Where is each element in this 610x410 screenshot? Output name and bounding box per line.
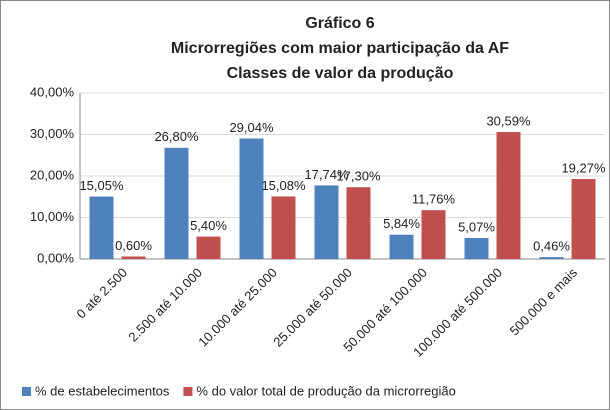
y-tick-label: 10,00% bbox=[30, 209, 75, 224]
value-label: 15,08% bbox=[261, 178, 306, 193]
bar bbox=[496, 132, 521, 259]
value-label: 0,46% bbox=[533, 239, 570, 254]
bar bbox=[271, 196, 296, 259]
bar bbox=[239, 138, 264, 259]
bar bbox=[164, 147, 189, 259]
value-label: 17,74% bbox=[304, 167, 349, 182]
value-label: 26,80% bbox=[154, 129, 199, 144]
bar bbox=[346, 187, 371, 259]
legend-swatch bbox=[183, 387, 193, 396]
value-label: 29,04% bbox=[229, 120, 274, 135]
value-label: 17,30% bbox=[336, 169, 381, 184]
value-label: 11,76% bbox=[412, 192, 456, 207]
y-tick-label: 20,00% bbox=[30, 167, 75, 182]
bar bbox=[89, 196, 114, 259]
legend-swatch bbox=[22, 387, 31, 396]
legend-label: % do valor total de produção da microrre… bbox=[196, 383, 455, 398]
value-label: 0,60% bbox=[115, 238, 152, 253]
y-tick-label: 40,00% bbox=[30, 84, 75, 99]
value-label: 5,40% bbox=[190, 218, 227, 233]
value-label: 19,27% bbox=[561, 160, 606, 175]
y-tick-label: 0,00% bbox=[37, 250, 74, 265]
value-label: 5,07% bbox=[458, 219, 495, 234]
bar bbox=[464, 237, 489, 259]
y-tick-label: 30,00% bbox=[30, 126, 75, 141]
chart-title: Microrregiões com maior participação da … bbox=[171, 40, 509, 57]
bar bbox=[571, 179, 596, 259]
chart-title: Gráfico 6 bbox=[305, 15, 374, 32]
bar bbox=[314, 185, 339, 259]
chart-title: Classes de valor da produção bbox=[227, 65, 454, 82]
value-label: 30,59% bbox=[486, 113, 531, 128]
bar bbox=[539, 257, 564, 259]
bar bbox=[196, 236, 221, 259]
value-label: 5,84% bbox=[383, 216, 420, 231]
bar bbox=[121, 256, 146, 259]
bar bbox=[389, 234, 414, 259]
value-label: 15,05% bbox=[79, 178, 124, 193]
bar bbox=[421, 210, 446, 259]
legend-label: % de estabelecimentos bbox=[35, 383, 170, 398]
